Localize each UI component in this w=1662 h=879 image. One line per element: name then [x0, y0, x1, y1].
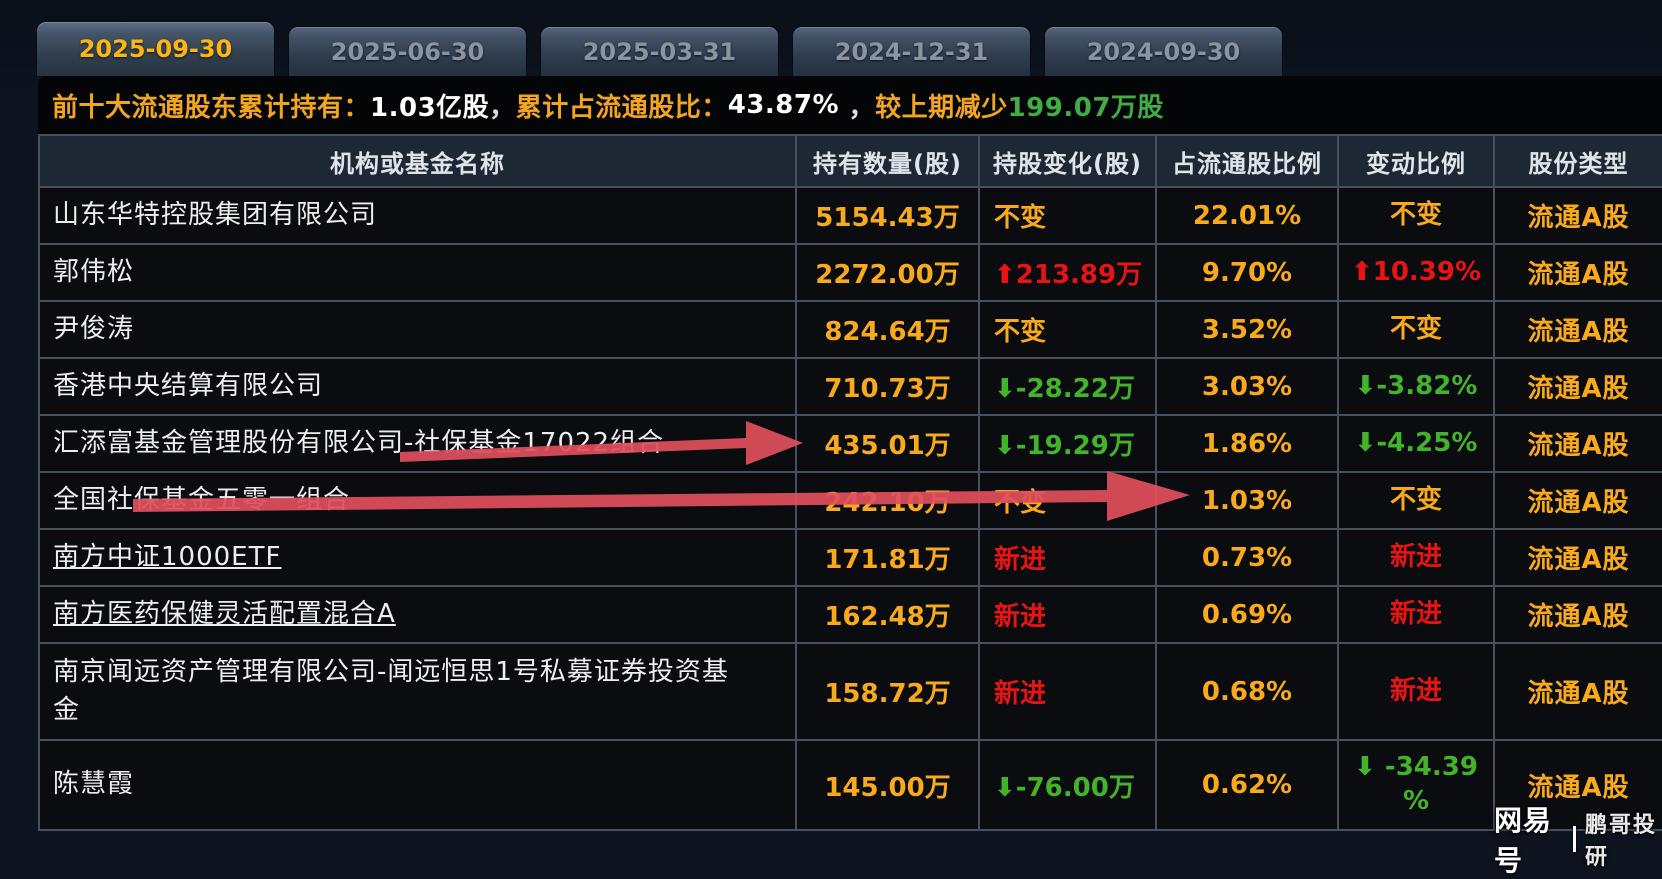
holding-change: ⬇-28.22万 [978, 357, 1157, 416]
header-holding-change: 持股变化(股) [978, 134, 1157, 188]
table-row: 陈慧霞 145.00万 ⬇-76.00万 0.62% ⬇ -34.39 % 流通… [38, 739, 1662, 831]
holding-change: 新进 [978, 585, 1157, 644]
table-row: 尹俊涛 824.64万 不变 3.52% 不变 流通A股 [38, 300, 1662, 359]
table-row: 南京闻远资产管理有限公司-闻远恒思1号私募证券投资基 金 158.72万 新进 … [38, 642, 1662, 741]
share-type: 流通A股 [1493, 186, 1662, 245]
float-ratio: 22.01% [1155, 186, 1339, 245]
summary-change-label: 较上期减少 [875, 92, 1008, 123]
table-row: 汇添富基金管理股份有限公司-社保基金17022组合 435.01万 ⬇-19.2… [38, 414, 1662, 473]
tab-date-2025-03-31[interactable]: 2025-03-31 [541, 27, 778, 76]
header-share-type: 股份类型 [1493, 134, 1662, 188]
header-change-ratio: 变动比例 [1337, 134, 1495, 188]
holder-name: 山东华特控股集团有限公司 [38, 186, 797, 245]
holding-change: ⬇-76.00万 [978, 739, 1157, 831]
change-ratio: 不变 [1337, 471, 1495, 530]
summary-ratio-value: 43.87% [727, 90, 839, 120]
change-ratio: 不变 [1337, 300, 1495, 359]
watermark-brand: 网易号 [1494, 804, 1553, 877]
float-ratio: 0.62% [1155, 739, 1339, 831]
change-ratio: 新进 [1337, 528, 1495, 587]
table-row: 南方中证1000ETF 171.81万 新进 0.73% 新进 流通A股 [38, 528, 1662, 587]
table-row: 山东华特控股集团有限公司 5154.43万 不变 22.01% 不变 流通A股 [38, 186, 1662, 245]
float-ratio: 0.69% [1155, 585, 1339, 644]
holder-name: 尹俊涛 [38, 300, 797, 359]
holding-quantity: 5154.43万 [795, 186, 980, 245]
watermark-divider-icon [1572, 826, 1576, 852]
share-type: 流通A股 [1493, 357, 1662, 416]
float-ratio: 0.73% [1155, 528, 1339, 587]
holding-quantity: 435.01万 [795, 414, 980, 473]
holding-change: ⬇-19.29万 [978, 414, 1157, 473]
holding-quantity: 171.81万 [795, 528, 980, 587]
header-holding-quantity: 持有数量(股) [795, 134, 980, 188]
holding-quantity: 145.00万 [795, 739, 980, 831]
change-ratio: 新进 [1337, 642, 1495, 741]
holding-change: 新进 [978, 642, 1157, 741]
holder-name: 香港中央结算有限公司 [38, 357, 797, 416]
holder-name: 陈慧霞 [38, 739, 797, 831]
table-row: 全国社保基金五零一组合 242.10万 不变 1.03% 不变 流通A股 [38, 471, 1662, 530]
change-ratio: ⬆10.39% [1337, 243, 1495, 302]
tab-date-2025-06-30[interactable]: 2025-06-30 [289, 27, 526, 76]
float-ratio: 1.86% [1155, 414, 1339, 473]
holding-change: 新进 [978, 528, 1157, 587]
holding-change: 不变 [978, 471, 1157, 530]
report-date-tabbar: 2025-09-30 2025-06-30 2025-03-31 2024-12… [0, 0, 1662, 76]
holder-name-fund-link[interactable]: 南方医药保健灵活配置混合A [38, 585, 797, 644]
share-type: 流通A股 [1493, 528, 1662, 587]
top-holders-table: 机构或基金名称 持有数量(股) 持股变化(股) 占流通股比例 变动比例 股份类型… [38, 134, 1662, 831]
header-institution-name: 机构或基金名称 [38, 134, 797, 188]
tab-date-2025-09-30[interactable]: 2025-09-30 [37, 22, 274, 76]
holder-name: 郭伟松 [38, 243, 797, 302]
table-row: 郭伟松 2272.00万 ⬆213.89万 9.70% ⬆10.39% 流通A股 [38, 243, 1662, 302]
share-type: 流通A股 [1493, 471, 1662, 530]
share-type: 流通A股 [1493, 739, 1662, 831]
holder-name: 南京闻远资产管理有限公司-闻远恒思1号私募证券投资基 金 [38, 642, 797, 741]
holding-change: 不变 [978, 186, 1157, 245]
summary-separator: ， [489, 92, 516, 123]
holding-quantity: 2272.00万 [795, 243, 980, 302]
holders-summary-bar: 前十大流通股东累计持有： 1.03亿股，累计占流通股比： 43.87% ，较上期减少… [38, 76, 1662, 134]
share-type: 流通A股 [1493, 585, 1662, 644]
holder-name: 汇添富基金管理股份有限公司-社保基金17022组合 [38, 414, 797, 473]
share-type: 流通A股 [1493, 642, 1662, 741]
share-type: 流通A股 [1493, 414, 1662, 473]
holding-quantity: 824.64万 [795, 300, 980, 359]
header-float-ratio: 占流通股比例 [1155, 134, 1339, 188]
float-ratio: 1.03% [1155, 471, 1339, 530]
share-type: 流通A股 [1493, 300, 1662, 359]
change-ratio: ⬇-4.25% [1337, 414, 1495, 473]
tab-date-2024-12-31[interactable]: 2024-12-31 [793, 27, 1030, 76]
holding-quantity: 710.73万 [795, 357, 980, 416]
float-ratio: 3.03% [1155, 357, 1339, 416]
holding-quantity: 162.48万 [795, 585, 980, 644]
change-ratio: 新进 [1337, 585, 1495, 644]
share-type: 流通A股 [1493, 243, 1662, 302]
summary-total-shares: 1.03亿股 [370, 92, 490, 123]
float-ratio: 9.70% [1155, 243, 1339, 302]
summary-label: 前十大流通股东累计持有： [52, 92, 371, 123]
float-ratio: 3.52% [1155, 300, 1339, 359]
change-ratio: 不变 [1337, 186, 1495, 245]
summary-change-value: 199.07万股 [1007, 92, 1164, 123]
table-row: 香港中央结算有限公司 710.73万 ⬇-28.22万 3.03% ⬇-3.82… [38, 357, 1662, 416]
holder-name: 全国社保基金五零一组合 [38, 471, 797, 530]
table-row: 南方医药保健灵活配置混合A 162.48万 新进 0.69% 新进 流通A股 [38, 585, 1662, 644]
watermark-author: 鹏哥投研 [1584, 813, 1657, 870]
holder-name-fund-link[interactable]: 南方中证1000ETF [38, 528, 797, 587]
tab-date-2024-09-30[interactable]: 2024-09-30 [1045, 27, 1282, 76]
change-ratio: ⬇-3.82% [1337, 357, 1495, 416]
summary-separator-2: ， [839, 92, 876, 123]
holding-change: 不变 [978, 300, 1157, 359]
change-ratio: ⬇ -34.39 % [1337, 739, 1495, 831]
float-ratio: 0.68% [1155, 642, 1339, 741]
holding-change: ⬆213.89万 [978, 243, 1157, 302]
summary-ratio-label: 累计占流通股比： [515, 92, 728, 123]
table-header-row: 机构或基金名称 持有数量(股) 持股变化(股) 占流通股比例 变动比例 股份类型 [38, 134, 1662, 188]
holding-quantity: 242.10万 [795, 471, 980, 530]
holding-quantity: 158.72万 [795, 642, 980, 741]
watermark: 网易号 鹏哥投研 [1494, 799, 1662, 879]
